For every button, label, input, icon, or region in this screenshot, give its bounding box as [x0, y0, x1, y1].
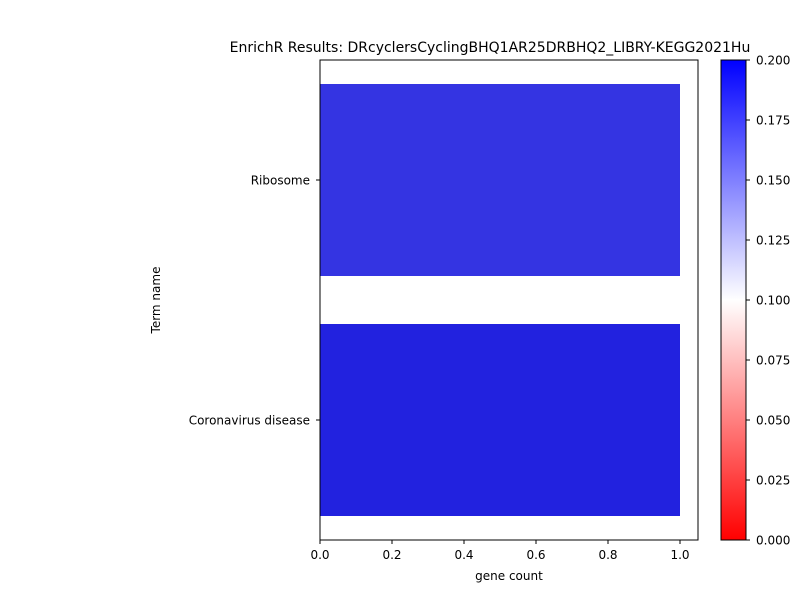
x-tick-label: 0.8 — [598, 548, 617, 562]
colorbar-tick-label: 0.000 — [756, 534, 790, 548]
plot-area-frame — [319, 59, 699, 541]
colorbar-tick-label: 0.025 — [756, 474, 790, 488]
x-tick-label: 0.6 — [526, 548, 545, 562]
x-axis-label: gene count — [475, 569, 543, 583]
bar-ribosome — [320, 84, 680, 276]
x-tick-label: 0.2 — [382, 548, 401, 562]
x-tick-label: 1.0 — [670, 548, 689, 562]
colorbar-tick-label: 0.100 — [756, 294, 790, 308]
colorbar-tick-label: 0.075 — [756, 354, 790, 368]
y-tick-label: Coronavirus disease — [189, 414, 310, 428]
colorbar-tick-label: 0.200 — [756, 54, 790, 68]
colorbar-ticks: 0.000 0.025 0.050 0.075 0.100 0.125 0.150 0.175… — [746, 54, 790, 548]
x-tick-label: 0.0 — [310, 548, 329, 562]
colorbar-tick-label: 0.175 — [756, 114, 790, 128]
x-axis-ticks: 0.0 0.2 0.4 0.6 0.8 1.0 — [310, 540, 690, 562]
colorbar-tick-label: 0.150 — [756, 174, 790, 188]
colorbar-tick-label: 0.050 — [756, 414, 790, 428]
y-axis-label: Term name — [149, 267, 163, 335]
bars-layer — [320, 84, 680, 516]
x-tick-label: 0.4 — [454, 548, 473, 562]
y-axis-ticks: Ribosome Coronavirus disease — [189, 174, 320, 428]
chart-title: EnrichR Results: DRcyclersCyclingBHQ1AR2… — [230, 40, 751, 56]
y-tick-label: Ribosome — [251, 174, 310, 188]
colorbar — [720, 59, 747, 541]
bar-coronavirus-disease — [320, 324, 680, 516]
colorbar-tick-label: 0.125 — [756, 234, 790, 248]
